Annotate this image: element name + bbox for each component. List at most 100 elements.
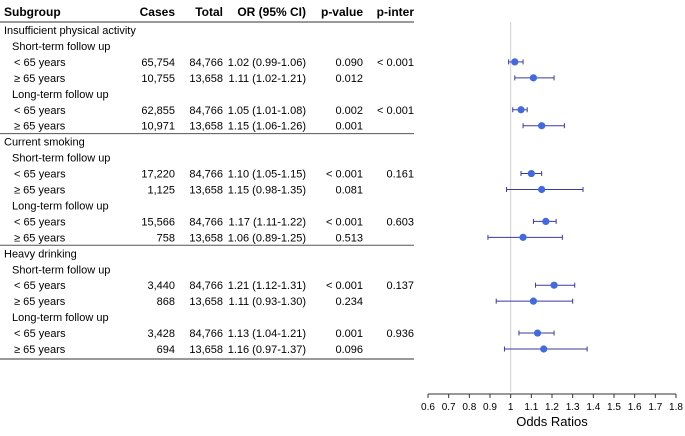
x-tick-label: 1.1 — [524, 402, 538, 413]
cases-value: 62,855 — [141, 105, 175, 117]
age-group-label: < 65 years — [14, 280, 66, 292]
p-value: 0.001 — [335, 328, 363, 340]
p-inter-value: 0.603 — [386, 216, 414, 228]
cases-value: 65,754 — [141, 57, 175, 69]
x-tick-label: 0.8 — [462, 402, 476, 413]
plot-layer — [487, 22, 588, 392]
odds-ratio-point — [533, 329, 542, 337]
subsection-label: Short-term follow up — [12, 153, 110, 165]
total-value: 84,766 — [189, 57, 223, 69]
odds-ratio-point — [527, 169, 535, 178]
p-value: 0.096 — [335, 344, 363, 356]
or-ci-value: 1.11 (0.93-1.30) — [229, 296, 306, 308]
or-ci-value: 1.16 (0.97-1.37) — [228, 344, 306, 356]
header-p-value: p-value — [321, 5, 363, 19]
odds-ratio-point — [519, 233, 527, 241]
x-axis: 0.6 0.7 0.8 0.9 1 1.1 1.2 1.3 1.4 1.5 1.6 1.7 1.8 Odd… — [421, 393, 683, 429]
section-label: Insufficient physical activity — [4, 25, 136, 37]
x-tick-label: 1.8 — [669, 402, 683, 413]
table-layer: Subgroup Cases Total OR (95% CI) p-value p-in… — [0, 5, 415, 360]
header-subgroup: Subgroup — [4, 5, 61, 19]
age-group-label: ≥ 65 years — [14, 344, 66, 356]
p-inter-value: < 0.001 — [377, 105, 414, 117]
section-label: Current smoking — [4, 137, 85, 149]
p-inter-value: 0.161 — [386, 169, 414, 181]
or-ci-value: 1.15 (0.98-1.35) — [228, 185, 306, 197]
cases-value: 758 — [157, 232, 175, 244]
odds-ratio-point — [550, 281, 558, 289]
age-group-label: < 65 years — [14, 328, 66, 340]
age-group-label: < 65 years — [14, 57, 66, 69]
odds-ratio-point — [517, 106, 525, 114]
cases-value: 1,125 — [147, 185, 175, 197]
x-axis-title: Odds Ratios — [516, 414, 588, 429]
p-value: 0.002 — [335, 105, 363, 117]
p-value: 0.081 — [335, 185, 363, 197]
total-value: 13,658 — [189, 344, 223, 356]
x-tick-label: 1 — [508, 402, 514, 413]
subsection-label: Short-term follow up — [12, 41, 110, 53]
total-value: 13,658 — [189, 232, 223, 244]
total-value: 13,658 — [189, 296, 223, 308]
total-value: 84,766 — [189, 169, 223, 181]
header-or-ci: OR (95% CI) — [237, 5, 306, 19]
odds-ratio-point — [511, 58, 519, 66]
header-p-inter: p-inter — [377, 5, 415, 19]
x-tick-label: 1.7 — [648, 402, 662, 413]
total-value: 13,658 — [189, 73, 223, 85]
or-ci-value: 1.13 (1.04-1.21) — [228, 328, 306, 340]
cases-value: 10,755 — [141, 73, 175, 85]
odds-ratio-point — [540, 345, 548, 353]
cases-value: 10,971 — [141, 121, 175, 133]
p-inter-value: 0.137 — [386, 280, 414, 292]
section-label: Heavy drinking — [4, 248, 77, 260]
cases-value: 3,440 — [147, 280, 175, 292]
age-group-label: ≥ 65 years — [14, 232, 66, 244]
or-ci-value: 1.06 (0.89-1.25) — [228, 232, 306, 244]
subsection-label: Long-term follow up — [12, 89, 109, 101]
subsection-label: Short-term follow up — [12, 264, 110, 276]
age-group-label: ≥ 65 years — [14, 296, 66, 308]
cases-value: 694 — [157, 344, 175, 356]
p-value: < 0.001 — [326, 280, 363, 292]
p-value: 0.234 — [335, 296, 363, 308]
age-group-label: < 65 years — [14, 169, 66, 181]
total-value: 84,766 — [189, 328, 223, 340]
odds-ratio-point — [529, 74, 538, 82]
x-tick-label: 1.2 — [545, 402, 559, 413]
p-value: 0.090 — [335, 57, 363, 69]
total-value: 84,766 — [189, 216, 223, 228]
x-tick-label: 0.9 — [483, 402, 497, 413]
age-group-label: ≥ 65 years — [14, 185, 66, 197]
or-ci-value: 1.02 (0.99-1.06) — [228, 57, 306, 69]
odds-ratio-point — [542, 217, 550, 225]
or-ci-value: 1.05 (1.01-1.08) — [228, 105, 306, 117]
age-group-label: ≥ 65 years — [14, 121, 66, 133]
p-value: < 0.001 — [326, 169, 363, 181]
total-value: 13,658 — [189, 121, 223, 133]
or-ci-value: 1.17 (1.11-1.22) — [229, 216, 306, 228]
header-cases: Cases — [140, 5, 176, 19]
or-ci-value: 1.11 (1.02-1.21) — [229, 73, 306, 85]
p-value: 0.012 — [335, 73, 363, 85]
p-value: 0.513 — [335, 232, 363, 244]
cases-value: 17,220 — [141, 169, 175, 181]
x-tick-label: 1.5 — [607, 402, 621, 413]
x-tick-label: 1.4 — [586, 402, 600, 413]
total-value: 13,658 — [189, 185, 223, 197]
x-tick-label: 1.3 — [566, 402, 580, 413]
odds-ratio-point — [529, 297, 538, 305]
total-value: 84,766 — [189, 280, 223, 292]
cases-value: 3,428 — [147, 328, 175, 340]
age-group-label: ≥ 65 years — [14, 73, 66, 85]
p-value: 0.001 — [335, 121, 363, 133]
p-inter-value: 0.936 — [386, 328, 414, 340]
subsection-label: Long-term follow up — [12, 312, 109, 324]
age-group-label: < 65 years — [14, 216, 66, 228]
total-value: 84,766 — [189, 105, 223, 117]
odds-ratio-point — [538, 122, 546, 130]
odds-ratio-point — [538, 185, 546, 194]
cases-value: 868 — [157, 296, 175, 308]
subsection-label: Long-term follow up — [12, 200, 109, 212]
